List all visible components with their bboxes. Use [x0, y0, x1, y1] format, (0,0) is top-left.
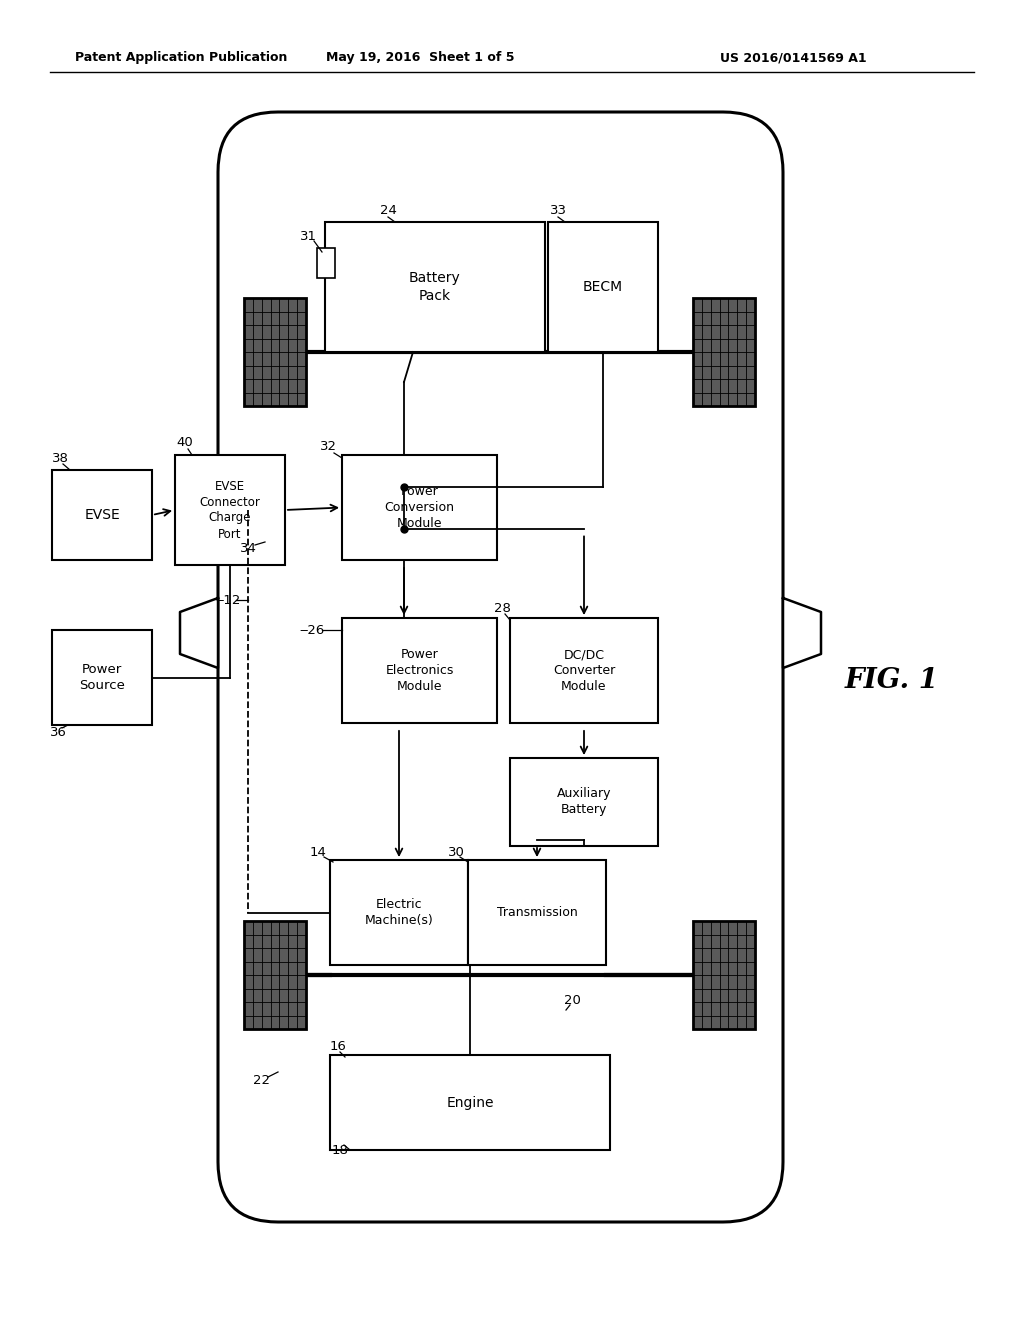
Text: Battery
Pack: Battery Pack — [410, 272, 461, 302]
Text: Auxiliary
Battery: Auxiliary Battery — [557, 788, 611, 817]
Bar — [342, 455, 497, 560]
Polygon shape — [783, 598, 821, 668]
Text: BECM: BECM — [583, 280, 623, 294]
Text: ‒12: ‒12 — [215, 594, 241, 606]
Bar — [175, 455, 285, 565]
Text: 32: 32 — [319, 441, 337, 454]
Text: Transmission: Transmission — [497, 906, 578, 919]
Bar — [244, 921, 306, 1030]
Text: Power
Source: Power Source — [79, 663, 125, 692]
Text: 40: 40 — [176, 437, 194, 450]
Bar — [693, 298, 755, 407]
Text: ‒26: ‒26 — [299, 623, 325, 636]
Bar — [510, 758, 658, 846]
Text: 30: 30 — [447, 846, 465, 858]
Text: 20: 20 — [563, 994, 581, 1006]
Text: 24: 24 — [380, 203, 396, 216]
Text: May 19, 2016  Sheet 1 of 5: May 19, 2016 Sheet 1 of 5 — [326, 51, 514, 65]
Text: Patent Application Publication: Patent Application Publication — [75, 51, 288, 65]
Text: Power
Electronics
Module: Power Electronics Module — [385, 648, 454, 693]
Bar — [342, 618, 497, 723]
Bar — [510, 618, 658, 723]
Text: EVSE
Connector
Charge
Port: EVSE Connector Charge Port — [200, 479, 260, 540]
Text: 34: 34 — [240, 541, 256, 554]
Bar — [330, 861, 468, 965]
Text: 36: 36 — [49, 726, 67, 738]
Bar — [325, 222, 545, 352]
Text: Electric
Machine(s): Electric Machine(s) — [365, 898, 433, 927]
Text: 18: 18 — [332, 1143, 348, 1156]
Text: 28: 28 — [494, 602, 510, 615]
Text: Power
Conversion
Module: Power Conversion Module — [384, 484, 455, 531]
Text: 22: 22 — [254, 1073, 270, 1086]
Bar — [317, 248, 335, 279]
Text: FIG. 1: FIG. 1 — [845, 667, 939, 693]
Bar — [244, 298, 306, 407]
Text: 33: 33 — [550, 203, 566, 216]
Text: 31: 31 — [299, 231, 316, 243]
Text: EVSE: EVSE — [84, 508, 120, 521]
Polygon shape — [180, 598, 218, 668]
Bar — [52, 630, 152, 725]
Bar — [52, 470, 152, 560]
Bar — [468, 861, 606, 965]
Text: 16: 16 — [330, 1040, 346, 1053]
Bar — [693, 921, 755, 1030]
Text: US 2016/0141569 A1: US 2016/0141569 A1 — [720, 51, 866, 65]
Bar — [548, 222, 658, 352]
Text: Engine: Engine — [446, 1096, 494, 1110]
FancyBboxPatch shape — [218, 112, 783, 1222]
Text: DC/DC
Converter
Module: DC/DC Converter Module — [553, 648, 615, 693]
Bar — [330, 1055, 610, 1150]
Text: 38: 38 — [51, 451, 69, 465]
Text: 14: 14 — [309, 846, 327, 858]
